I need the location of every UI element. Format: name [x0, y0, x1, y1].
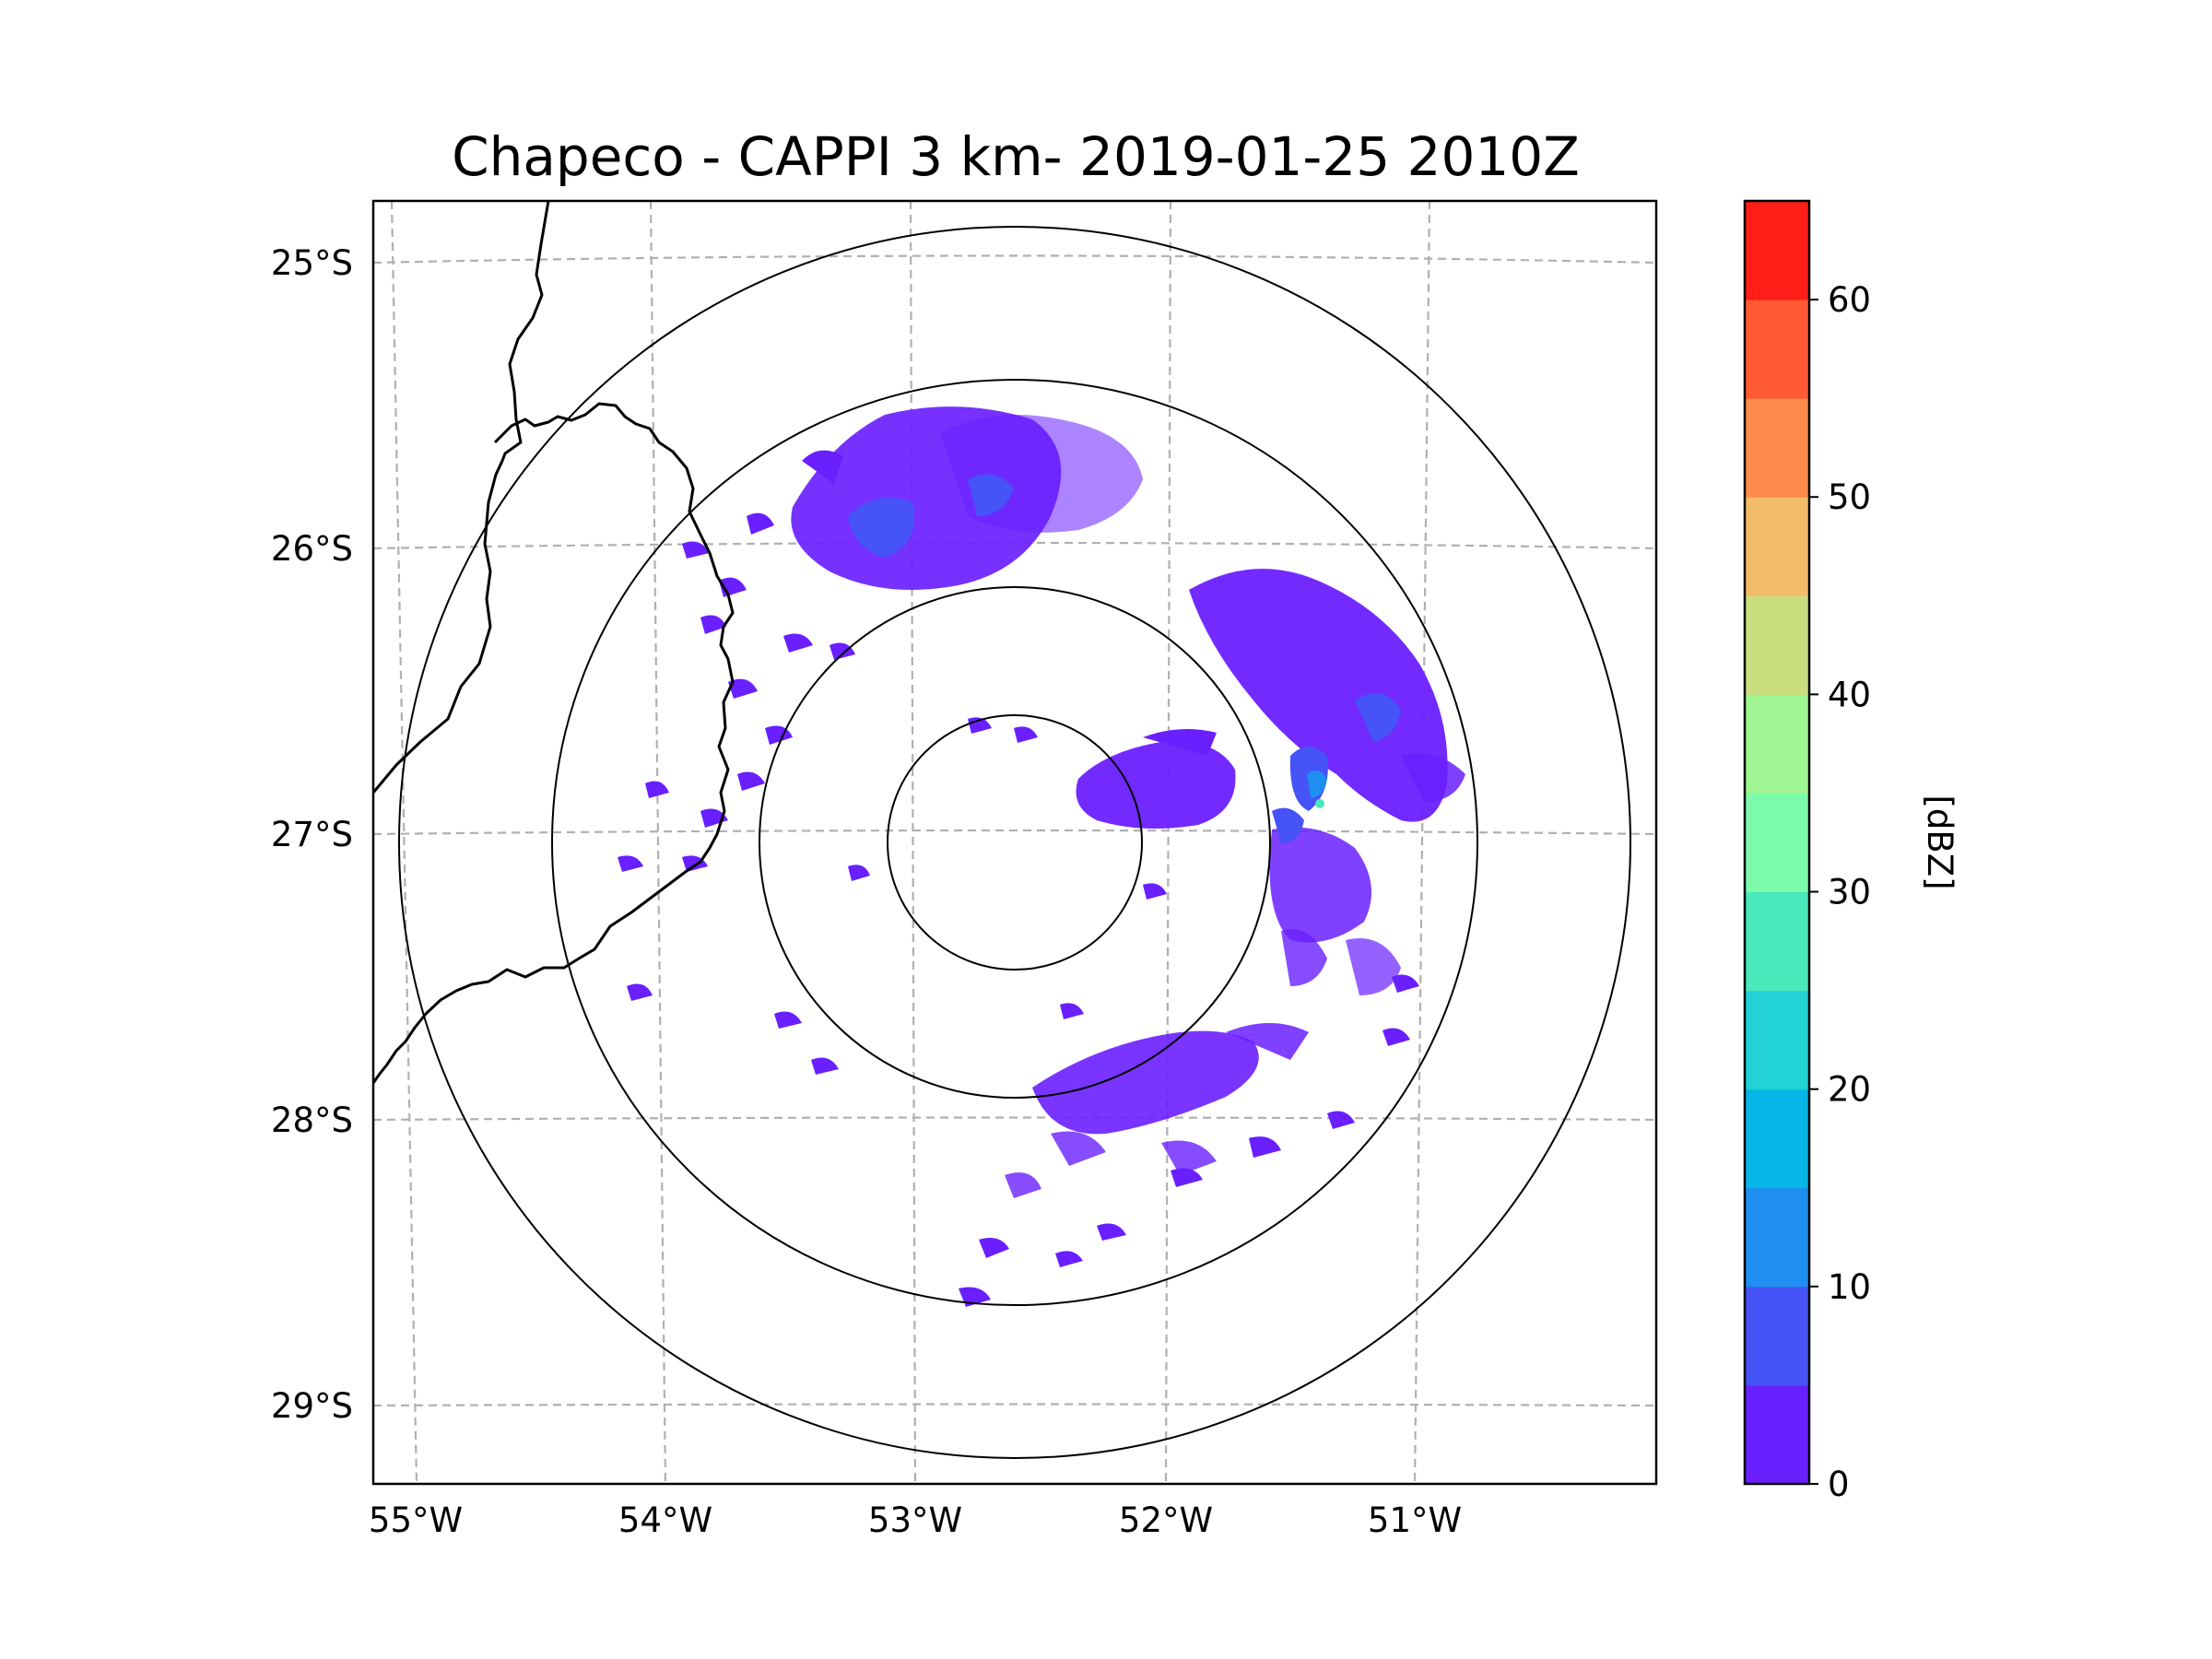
colorbar: 0 10 20 30 40 50 60 [dBZ]	[1743, 199, 1959, 1504]
colorbar-segment	[1745, 398, 1809, 498]
colorbar-segment	[1745, 1187, 1809, 1288]
border-brazil-argentina	[373, 402, 735, 1084]
lon-label-52w: 52°W	[1119, 1500, 1213, 1540]
colorbar-segment	[1745, 497, 1809, 596]
meridian-51w	[1413, 201, 1431, 1484]
echo-south-stragglers	[959, 974, 1419, 1307]
echo-north-core	[848, 474, 1014, 558]
colorbar-tick-label: 0	[1828, 1465, 1850, 1504]
colorbar-segment	[1745, 1286, 1809, 1386]
echo-east-max	[1315, 799, 1324, 808]
echo-center-cell	[1076, 729, 1236, 829]
colorbar-segment	[1745, 694, 1809, 794]
lat-label-26s: 26°S	[271, 529, 353, 569]
longitude-labels: 55°W 54°W 53°W 52°W 51°W	[369, 1500, 1462, 1540]
colorbar-tick-label: 30	[1828, 873, 1871, 912]
border-paraguay-argentina	[373, 201, 550, 794]
meridian-54w	[649, 201, 667, 1484]
echo-south-arc	[1005, 1023, 1309, 1198]
colorbar-segment	[1745, 1384, 1809, 1485]
range-ring-4	[398, 226, 1631, 1459]
colorbar-tick-label: 20	[1828, 1070, 1871, 1110]
colorbar-segment	[1745, 793, 1809, 893]
colorbar-ticks: 0 10 20 30 40 50 60	[1809, 280, 1871, 1504]
lon-label-54w: 54°W	[618, 1500, 712, 1540]
range-rings	[398, 226, 1631, 1459]
range-ring-2	[759, 586, 1271, 1099]
colorbar-segment	[1745, 990, 1809, 1090]
colorbar-segment	[1745, 1088, 1809, 1189]
latitude-labels: 25°S 26°S 27°S 28°S 29°S	[271, 243, 353, 1426]
colorbar-segment	[1745, 891, 1809, 992]
parallel-27s	[373, 829, 1656, 836]
map-frame	[371, 199, 1658, 1486]
colorbar-tick-label: 40	[1828, 675, 1871, 714]
range-ring-1	[887, 714, 1143, 971]
lon-label-55w: 55°W	[369, 1500, 463, 1540]
country-borders	[373, 201, 735, 1084]
colorbar-frame	[1743, 199, 1811, 1486]
colorbar-segment	[1745, 595, 1809, 695]
parallel-28s	[373, 1116, 1656, 1122]
lon-label-53w: 53°W	[868, 1500, 962, 1540]
figure-title: Chapeco - CAPPI 3 km- 2019-01-25 2010Z	[452, 125, 1580, 188]
lat-label-29s: 29°S	[271, 1386, 353, 1426]
lat-label-25s: 25°S	[271, 243, 353, 283]
map-background	[373, 201, 1656, 1484]
lat-label-27s: 27°S	[271, 815, 353, 854]
map-panel: 25°S 26°S 27°S 28°S 29°S 55°W 54°W 53°W …	[271, 199, 1658, 1540]
lon-label-51w: 51°W	[1368, 1500, 1462, 1540]
colorbar-segment	[1745, 300, 1809, 399]
colorbar-segments	[1745, 201, 1809, 1485]
colorbar-label: [dBZ]	[1920, 794, 1959, 889]
echo-east-peak	[1307, 771, 1327, 798]
meridian-52w	[1164, 201, 1172, 1484]
echo-east-band	[1189, 569, 1465, 995]
colorbar-tick-label: 10	[1828, 1267, 1871, 1307]
lat-label-28s: 28°S	[271, 1100, 353, 1140]
radar-echoes	[618, 406, 1465, 1307]
colorbar-tick-label: 50	[1828, 477, 1871, 517]
parallel-25s	[373, 254, 1656, 265]
colorbar-tick-label: 60	[1828, 280, 1871, 320]
colorbar-segment	[1745, 201, 1809, 300]
parallel-29s	[373, 1403, 1656, 1407]
meridian-55w	[390, 201, 418, 1484]
range-ring-3	[551, 379, 1478, 1306]
